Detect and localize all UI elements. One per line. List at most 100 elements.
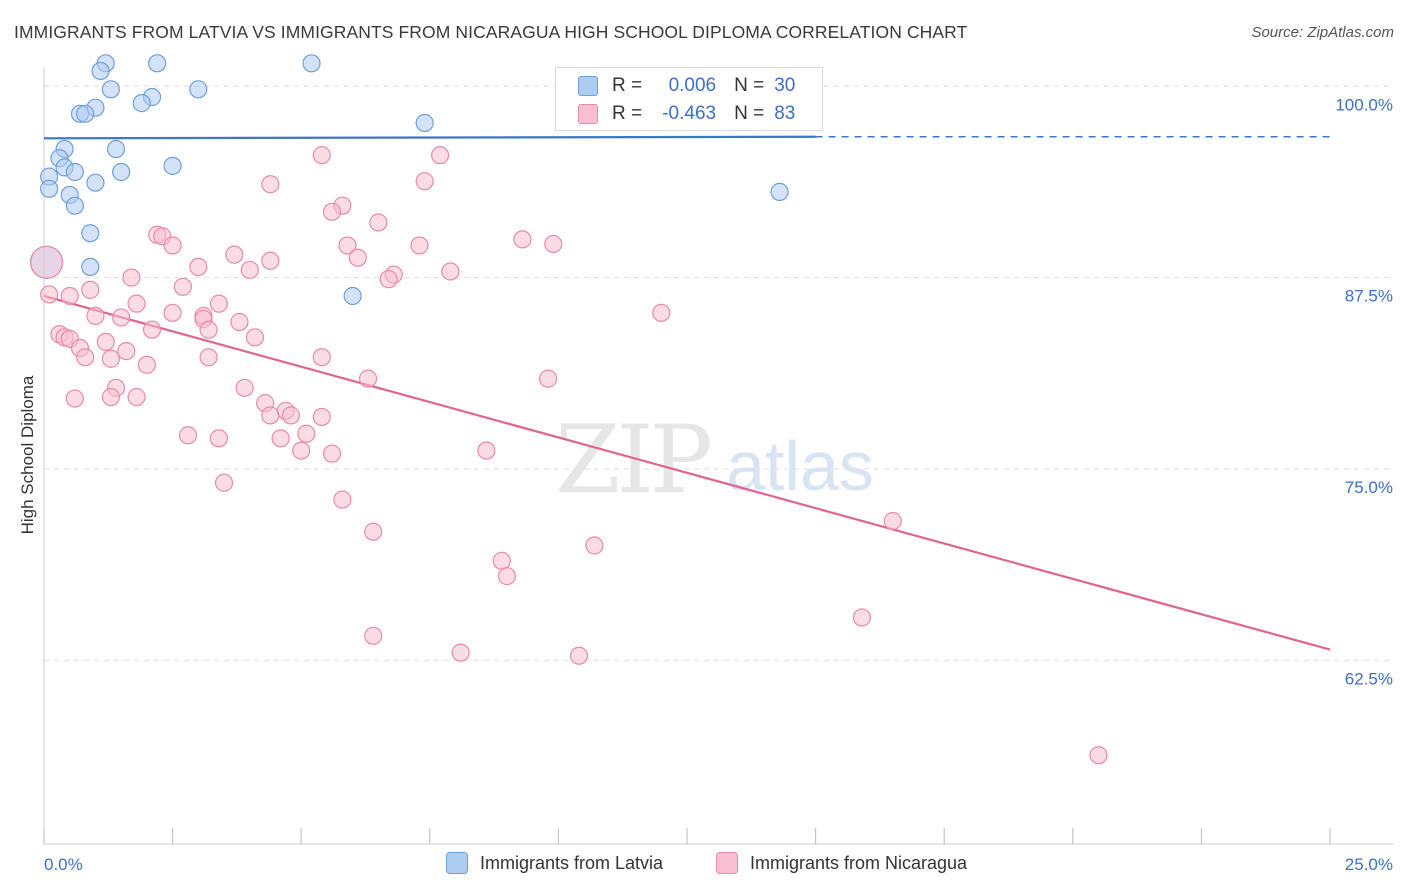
latvia-point	[40, 179, 59, 198]
legend-r-value: -0.463	[662, 103, 717, 124]
nicaragua-point	[451, 643, 470, 662]
nicaragua-point	[539, 369, 558, 388]
legend-n-label: N =	[734, 75, 765, 96]
nicaragua-point	[112, 308, 131, 327]
y-tick-label: 75.0%	[1345, 478, 1393, 497]
nicaragua-point	[369, 213, 388, 232]
legend-row-latvia: R = 0.006 N = 30	[578, 74, 795, 98]
legend-swatch-blue	[578, 76, 598, 96]
nicaragua-point	[86, 306, 105, 325]
legend-n-label: N =	[734, 103, 765, 124]
y-axis-label: High School Diploma	[18, 375, 37, 535]
nicaragua-point	[189, 257, 208, 276]
nicaragua-point	[96, 332, 115, 352]
series-legend: Immigrants from Latvia Immigrants from N…	[0, 852, 1406, 876]
nicaragua-point	[127, 294, 146, 313]
latvia-point	[112, 162, 131, 182]
legend-r-label: R =	[612, 75, 643, 96]
y-tick-label: 87.5%	[1345, 287, 1393, 306]
nicaragua-point	[312, 146, 331, 165]
y-tick-label: 62.5%	[1345, 669, 1393, 688]
latvia-point	[189, 80, 208, 99]
x-tick-label: 25.0%	[1345, 855, 1393, 874]
nicaragua-point	[364, 626, 383, 645]
nicaragua-point	[60, 286, 79, 306]
latvia-point	[81, 224, 100, 243]
nicaragua-point	[441, 262, 460, 281]
nicaragua-point	[40, 285, 59, 304]
chart-title: IMMIGRANTS FROM LATVIA VS IMMIGRANTS FRO…	[14, 22, 968, 42]
legend-label-latvia: Immigrants from Latvia	[480, 852, 664, 873]
watermark-atlas: atlas	[726, 427, 874, 505]
nicaragua-point	[240, 260, 259, 280]
latvia-point	[302, 54, 321, 73]
nicaragua-point	[364, 522, 383, 541]
legend-swatch-pink	[578, 104, 598, 124]
nicaragua-point	[142, 320, 162, 339]
latvia-point	[65, 162, 84, 182]
latvia-point	[106, 139, 126, 159]
nicaragua-point	[29, 245, 64, 279]
nicaragua-point	[1089, 746, 1108, 765]
series-blue	[29, 54, 789, 306]
nicaragua-point	[292, 441, 311, 460]
nicaragua-point	[163, 303, 182, 322]
nicaragua-point	[312, 407, 331, 427]
nicaragua-point	[122, 268, 141, 287]
latvia-point	[343, 286, 362, 306]
nicaragua-point	[297, 424, 316, 443]
nicaragua-point	[199, 348, 218, 367]
nicaragua-point	[209, 294, 228, 313]
nicaragua-point	[209, 429, 228, 448]
nicaragua-point	[117, 341, 136, 361]
nicaragua-point	[322, 444, 342, 463]
nicaragua-point	[173, 277, 192, 296]
latvia-point	[81, 257, 100, 276]
legend-n-value: 83	[774, 103, 796, 124]
latvia-point	[65, 196, 84, 215]
nicaragua-point	[261, 175, 280, 194]
nicaragua-point	[312, 348, 331, 367]
nicaragua-point	[410, 236, 429, 255]
nicaragua-point	[883, 511, 902, 531]
nicaragua-point	[852, 608, 871, 627]
x-tick-label: 0.0%	[44, 855, 83, 874]
nicaragua-point	[178, 426, 198, 445]
nicaragua-point	[261, 251, 280, 270]
legend-item-latvia[interactable]: Immigrants from Latvia	[446, 852, 663, 874]
nicaragua-point	[163, 236, 182, 255]
nicaragua-point	[235, 378, 254, 397]
latvia-point	[415, 113, 434, 133]
latvia-trend-line	[43, 135, 816, 140]
nicaragua-point	[245, 328, 265, 347]
grid	[44, 85, 1394, 661]
nicaragua-point	[271, 429, 290, 448]
nicaragua-point	[214, 473, 234, 492]
nicaragua-point	[281, 406, 301, 425]
legend-item-nicaragua[interactable]: Immigrants from Nicaragua	[716, 852, 967, 874]
axes	[43, 68, 1394, 845]
nicaragua-point	[430, 146, 450, 165]
watermark-zip: ZIP	[555, 406, 709, 515]
nicaragua-point	[127, 387, 146, 407]
nicaragua-point	[652, 303, 671, 322]
latvia-point	[163, 156, 182, 175]
points	[29, 54, 1108, 765]
latvia-point	[132, 94, 151, 113]
nicaragua-point	[477, 441, 496, 460]
latvia-point	[148, 54, 167, 73]
nicaragua-point	[101, 349, 120, 368]
source-label: Source: ZipAtlas.com	[1251, 24, 1394, 41]
y-tick-label: 100.0%	[1335, 95, 1393, 114]
nicaragua-point	[199, 320, 218, 339]
latvia-point	[76, 104, 95, 123]
nicaragua-point	[585, 536, 604, 555]
nicaragua-point	[322, 202, 342, 221]
nicaragua-point	[497, 567, 517, 586]
latvia-point	[770, 182, 789, 201]
nicaragua-point	[225, 245, 244, 264]
legend-label-nicaragua: Immigrants from Nicaragua	[750, 852, 968, 873]
nicaragua-point	[569, 646, 589, 665]
latvia-point	[91, 61, 110, 81]
nicaragua-point	[230, 312, 249, 332]
